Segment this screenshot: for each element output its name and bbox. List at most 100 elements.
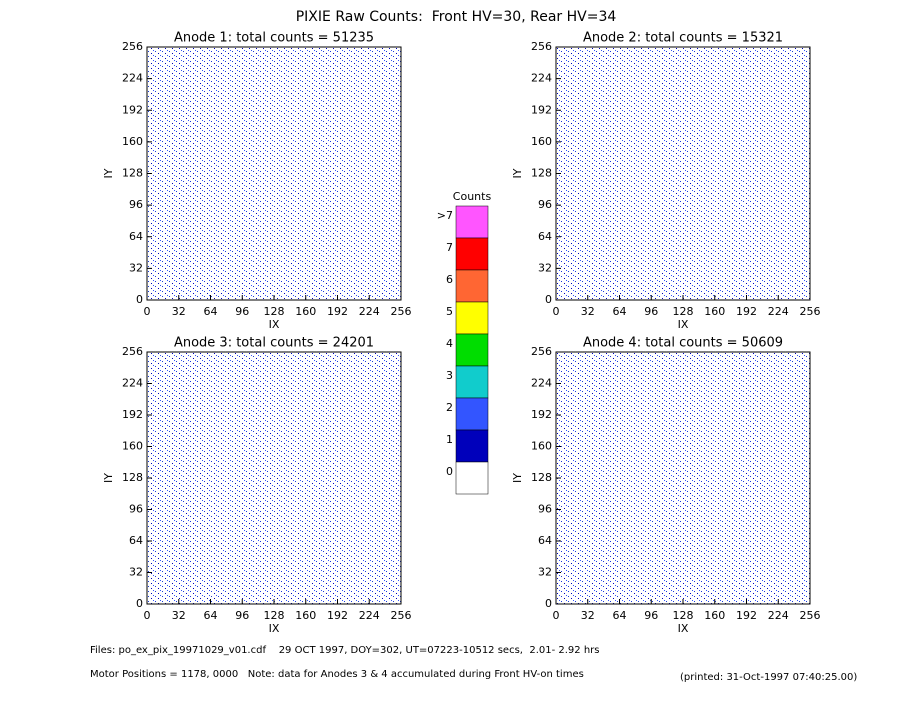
figure-title: PIXIE Raw Counts: Front HV=30, Rear HV=3… (296, 9, 617, 25)
colorbar-label: 3 (446, 369, 453, 382)
colorbar-swatch (455, 205, 489, 239)
y-tick-label: 256 (122, 345, 143, 358)
colorbar-swatch (455, 397, 489, 431)
x-tick-label: 224 (359, 609, 380, 622)
y-tick-label: 160 (122, 135, 143, 148)
colorbar-label: 4 (446, 337, 453, 350)
y-tick-label: 256 (531, 40, 552, 53)
x-tick-label: 160 (295, 305, 316, 318)
x-tick-label: 32 (172, 305, 186, 318)
y-tick-label: 96 (129, 503, 143, 516)
colorbar-title: Counts (453, 190, 492, 203)
x-tick-label: 32 (581, 305, 595, 318)
panel-title: Anode 2: total counts = 15321 (583, 31, 783, 46)
y-tick-label: 64 (129, 534, 143, 547)
x-tick-label: 160 (704, 609, 725, 622)
x-tick-label: 192 (736, 609, 757, 622)
x-tick-label: 128 (264, 305, 285, 318)
x-tick-label: 128 (673, 305, 694, 318)
y-tick-label: 0 (136, 293, 143, 306)
x-tick-label: 256 (800, 609, 821, 622)
x-axis-label: IX (678, 622, 689, 635)
y-tick-label: 64 (538, 230, 552, 243)
y-tick-label: 256 (122, 40, 143, 53)
y-tick-label: 32 (129, 261, 143, 274)
x-tick-label: 192 (327, 305, 348, 318)
y-axis-label: IY (511, 168, 524, 178)
x-axis-label: IX (678, 318, 689, 331)
x-tick-label: 96 (644, 305, 658, 318)
panel-title: Anode 3: total counts = 24201 (174, 336, 374, 351)
y-tick-label: 96 (538, 198, 552, 211)
colorbar-swatch (455, 461, 489, 495)
y-tick-label: 64 (129, 230, 143, 243)
y-tick-label: 224 (531, 377, 552, 390)
x-tick-label: 96 (235, 609, 249, 622)
x-tick-label: 160 (704, 305, 725, 318)
y-tick-label: 128 (531, 167, 552, 180)
colorbar-label: 1 (446, 433, 453, 446)
plot-area (555, 46, 811, 301)
x-tick-label: 256 (800, 305, 821, 318)
x-tick-label: 64 (613, 609, 627, 622)
x-tick-label: 224 (768, 609, 789, 622)
colorbar-label: >7 (437, 209, 453, 222)
y-tick-label: 96 (129, 198, 143, 211)
y-tick-label: 224 (122, 72, 143, 85)
plot-area (146, 46, 402, 301)
x-tick-label: 128 (264, 609, 285, 622)
x-tick-label: 0 (144, 609, 151, 622)
y-tick-label: 160 (531, 440, 552, 453)
y-tick-label: 192 (122, 103, 143, 116)
x-tick-label: 192 (736, 305, 757, 318)
x-tick-label: 256 (391, 305, 412, 318)
y-tick-label: 64 (538, 534, 552, 547)
y-tick-label: 192 (531, 103, 552, 116)
x-tick-label: 256 (391, 609, 412, 622)
colorbar-label: 0 (446, 465, 453, 478)
y-tick-label: 32 (129, 566, 143, 579)
x-tick-label: 0 (553, 305, 560, 318)
colorbar-swatch (455, 365, 489, 399)
y-tick-label: 128 (122, 167, 143, 180)
y-tick-label: 224 (531, 72, 552, 85)
x-tick-label: 224 (359, 305, 380, 318)
y-tick-label: 256 (531, 345, 552, 358)
y-tick-label: 128 (122, 471, 143, 484)
panel-title: Anode 4: total counts = 50609 (583, 336, 783, 351)
footer-motor: Motor Positions = 1178, 0000 Note: data … (90, 669, 584, 680)
x-tick-label: 224 (768, 305, 789, 318)
x-tick-label: 0 (553, 609, 560, 622)
y-tick-label: 0 (545, 293, 552, 306)
colorbar-swatch (455, 269, 489, 303)
x-tick-label: 64 (613, 305, 627, 318)
y-tick-label: 128 (531, 471, 552, 484)
colorbar-swatch (455, 429, 489, 463)
x-tick-label: 96 (644, 609, 658, 622)
y-tick-label: 32 (538, 566, 552, 579)
y-tick-label: 224 (122, 377, 143, 390)
y-tick-label: 160 (122, 440, 143, 453)
y-tick-label: 0 (136, 597, 143, 610)
y-axis-label: IY (511, 473, 524, 483)
x-tick-label: 64 (204, 305, 218, 318)
x-tick-label: 96 (235, 305, 249, 318)
plot-area (146, 351, 402, 605)
y-tick-label: 0 (545, 597, 552, 610)
y-tick-label: 32 (538, 261, 552, 274)
plot-area (555, 351, 811, 605)
y-tick-label: 192 (122, 408, 143, 421)
x-tick-label: 192 (327, 609, 348, 622)
x-tick-label: 32 (172, 609, 186, 622)
x-axis-label: IX (269, 318, 280, 331)
x-tick-label: 0 (144, 305, 151, 318)
colorbar-swatch (455, 301, 489, 335)
y-axis-label: IY (102, 168, 115, 178)
y-tick-label: 96 (538, 503, 552, 516)
x-tick-label: 64 (204, 609, 218, 622)
footer-printed: (printed: 31-Oct-1997 07:40:25.00) (680, 672, 857, 683)
y-tick-label: 160 (531, 135, 552, 148)
footer-files: Files: po_ex_pix_19971029_v01.cdf 29 OCT… (90, 645, 599, 656)
